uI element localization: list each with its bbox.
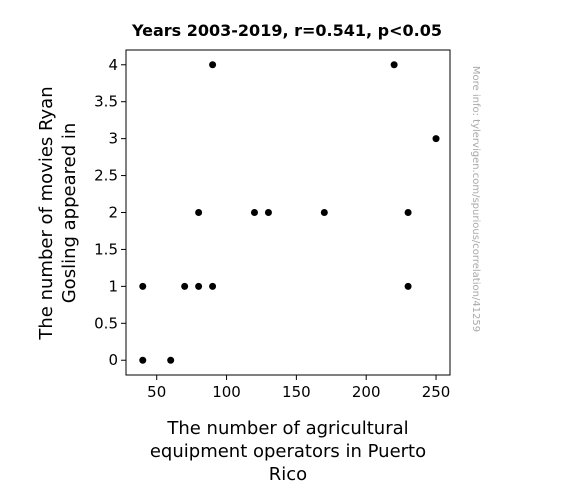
x-axis-label-line: The number of agricultural: [166, 418, 408, 439]
x-tick-label: 100: [212, 383, 241, 401]
data-point: [139, 356, 147, 364]
y-tick-label: 3: [108, 130, 118, 148]
data-point: [167, 356, 175, 364]
x-axis: 50 100 150 200 250: [147, 375, 450, 401]
source-note: More info: tylervigen.com/spurious/corre…: [470, 66, 481, 332]
chart-title: Years 2003-2019, r=0.541, p<0.05: [131, 21, 442, 40]
data-point: [139, 282, 147, 290]
y-tick-label: 0.5: [94, 314, 118, 332]
y-axis-label-line: The number of movies Ryan: [36, 86, 57, 340]
y-axis-label: The number of movies Ryan Gosling appeare…: [36, 86, 80, 340]
plot-frame: [125, 49, 451, 376]
data-point: [209, 282, 217, 290]
data-point: [250, 209, 258, 216]
y-tick-label: 2.5: [94, 167, 118, 185]
x-axis-label-line: equipment operators in Puerto: [150, 441, 426, 462]
data-point: [209, 61, 217, 69]
y-tick-label: 3.5: [94, 93, 118, 111]
y-tick-label: 1: [108, 277, 118, 295]
data-point: [181, 282, 189, 290]
data-point: [404, 282, 412, 290]
x-tick-label: 50: [147, 383, 166, 401]
y-tick-label: 1.5: [94, 240, 118, 258]
y-axis-label-line: Gosling appeared in: [59, 123, 80, 304]
plot-area: [125, 49, 451, 376]
x-axis-label-line: Rico: [269, 464, 307, 485]
data-point: [320, 209, 328, 216]
x-tick-label: 150: [282, 383, 311, 401]
y-tick-label: 2: [108, 204, 118, 222]
data-point: [432, 135, 440, 143]
data-point: [195, 209, 203, 216]
y-tick-label: 4: [108, 56, 118, 74]
x-tick-label: 200: [352, 383, 381, 401]
x-tick-label: 250: [422, 383, 451, 401]
y-tick-label: 0: [108, 351, 118, 369]
data-point: [404, 209, 412, 216]
y-axis: 0 0.5 1 1.5 2 2.5 3 3.5 4: [94, 56, 126, 369]
data-point: [390, 61, 398, 69]
data-points: [139, 61, 440, 364]
data-point: [264, 209, 272, 216]
data-point: [195, 282, 203, 290]
x-axis-label: The number of agricultural equipment oper…: [150, 418, 426, 485]
